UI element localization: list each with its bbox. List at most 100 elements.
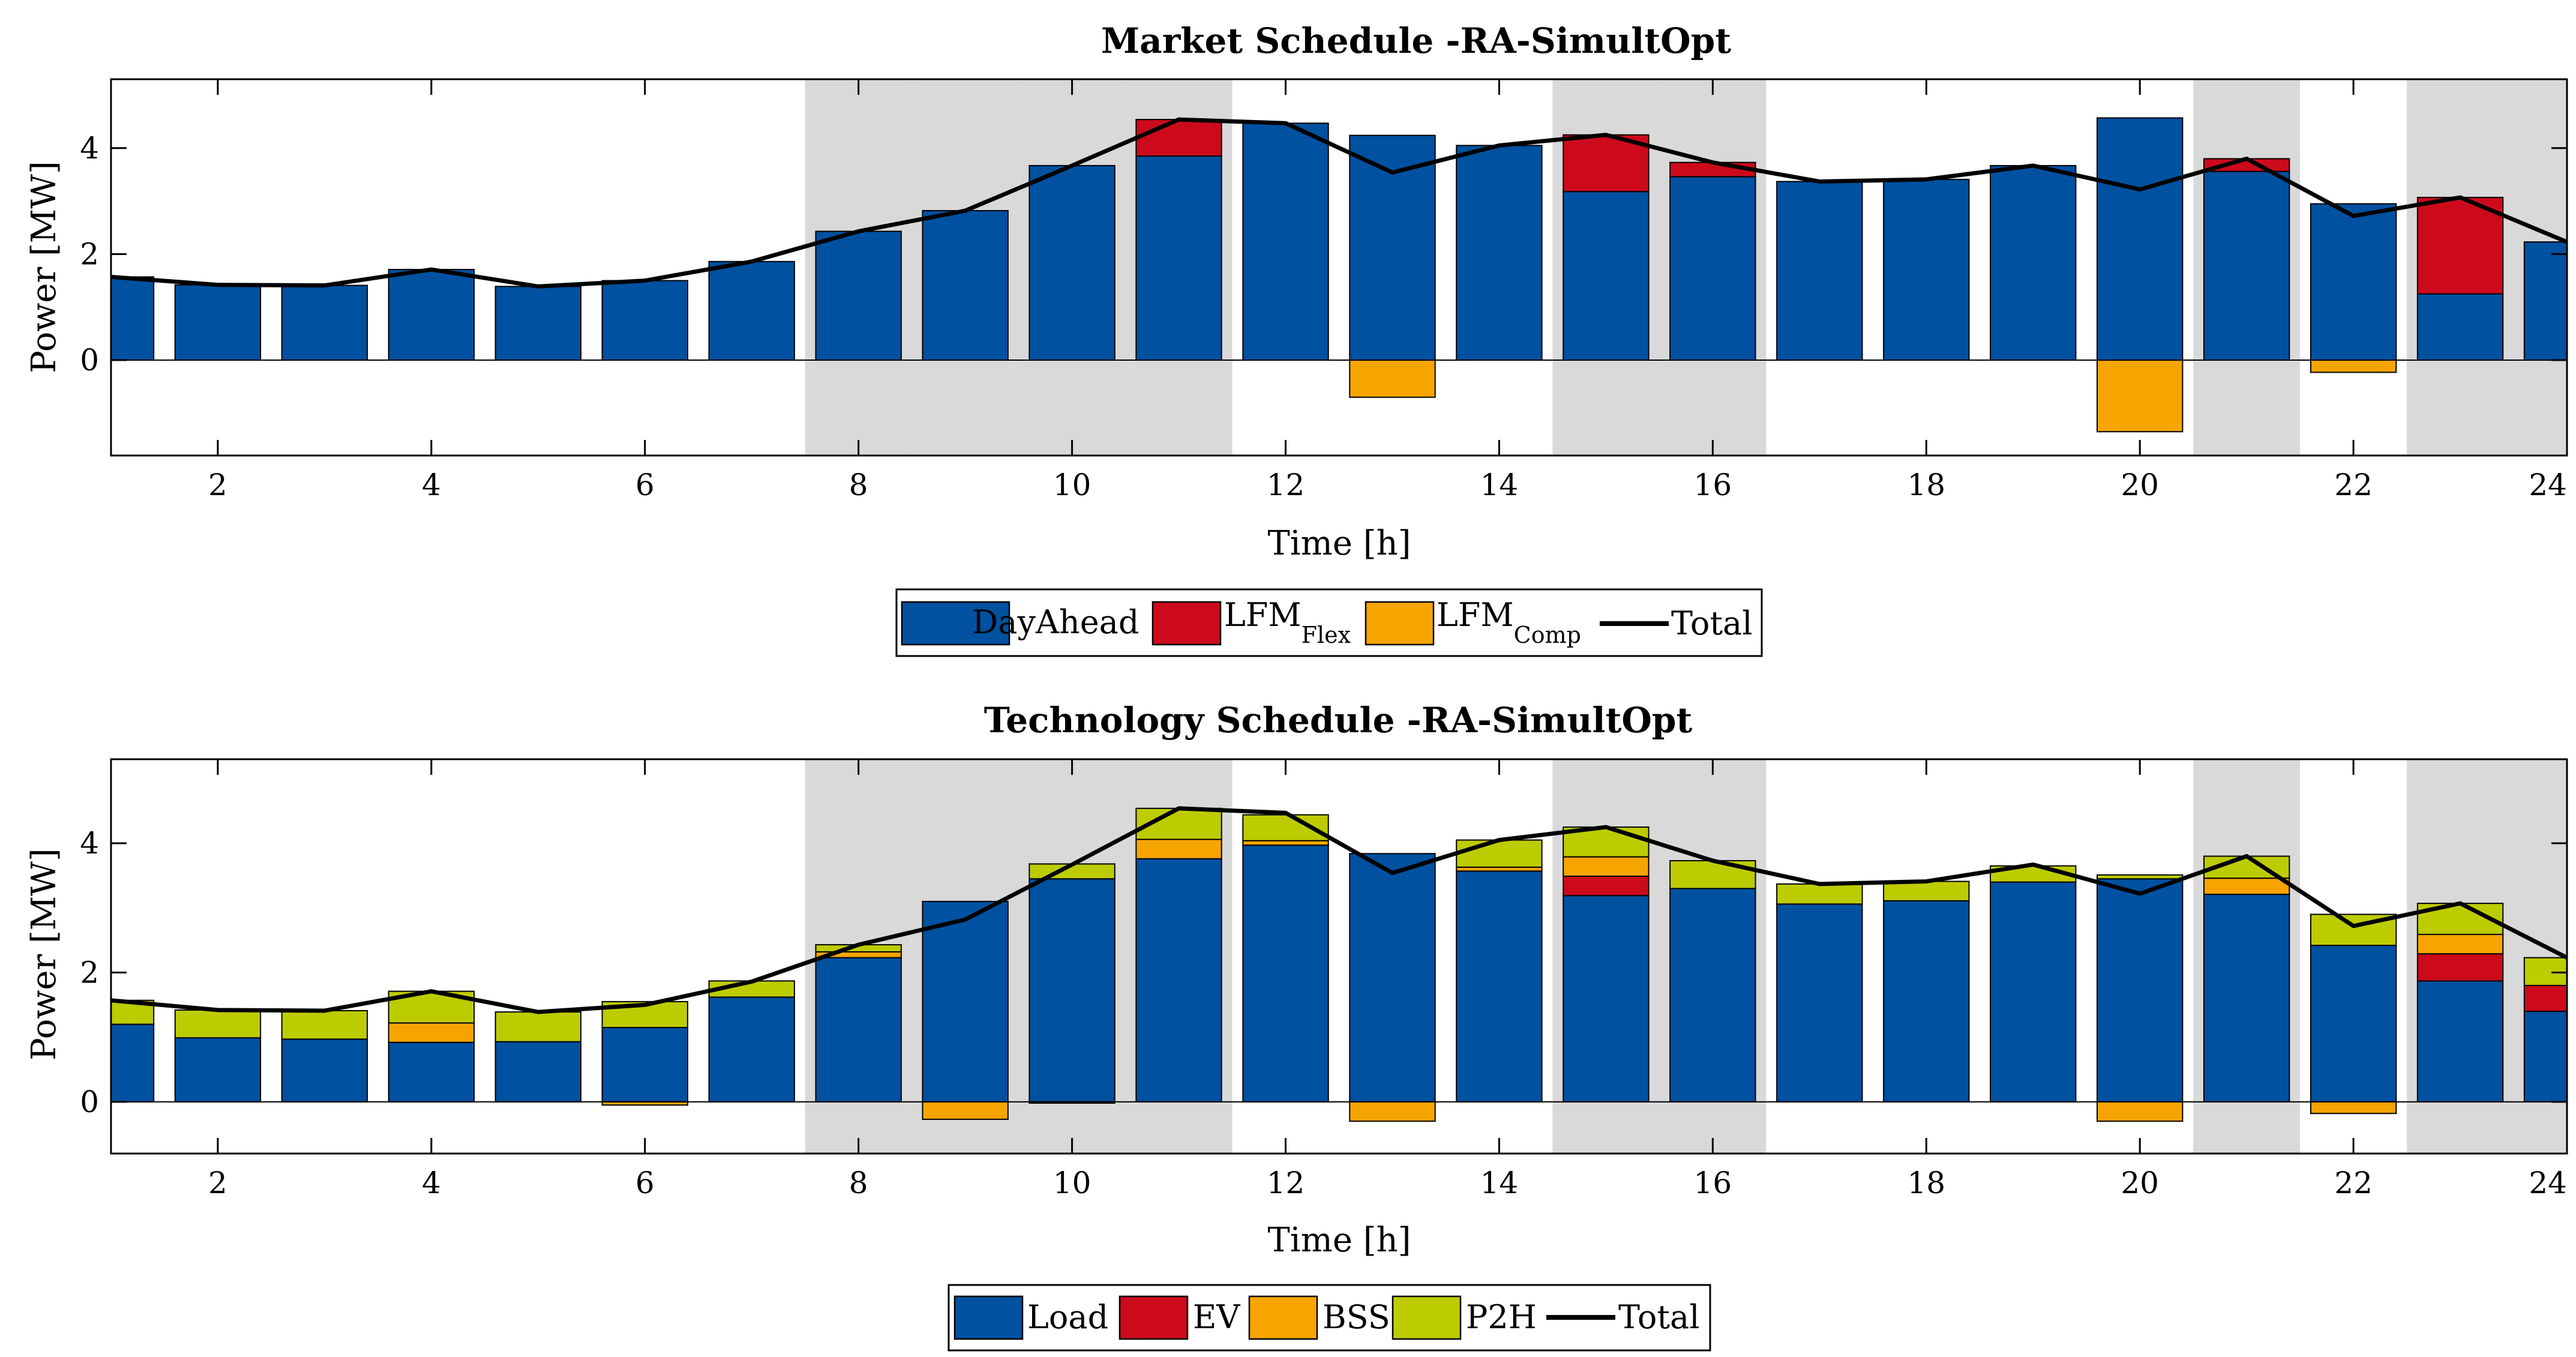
x-tick-label-22: 22	[2334, 1166, 2373, 1200]
bar-dayahead-h20	[2096, 117, 2184, 361]
bar-bss-h4	[388, 1022, 475, 1043]
legend-swatch-lfm-flex	[1151, 601, 1222, 646]
axes-box	[110, 758, 2568, 1155]
bar-load-h18	[1883, 900, 1970, 1103]
legend-swatch-p2h	[1392, 1295, 1462, 1340]
bar-bss-h21	[2203, 877, 2290, 895]
bar-dayahead-h14	[1456, 145, 1543, 361]
legend-label-total: Total	[1671, 604, 1753, 642]
legend: DayAhead LFMFlex LFMComp Total	[895, 588, 1763, 657]
bar-dayahead-h7	[708, 260, 795, 361]
market-schedule-panel: Market Schedule -RA-SimultOpt 2 4 6 8 10 12 14…	[25, 20, 2568, 657]
bar-dayahead-h24	[2523, 241, 2568, 361]
legend-label-load: Load	[1027, 1298, 1108, 1336]
bar-dayahead-h18	[1883, 178, 1970, 361]
bar-load-h11	[1135, 858, 1222, 1103]
legend-label-lfm-flex-main: LFM	[1224, 596, 1302, 634]
x-tick-label-18: 18	[1907, 1166, 1945, 1200]
bar-load-h2	[174, 1037, 262, 1103]
x-tick-label-2: 2	[208, 468, 227, 502]
x-tick-label-22: 22	[2334, 468, 2373, 502]
y-tick-label-2: 2	[80, 236, 99, 271]
bar-bss-h20	[2096, 1101, 2184, 1122]
bar-ev-h24	[2523, 984, 2568, 1012]
legend-swatch-ev	[1118, 1295, 1189, 1340]
bar-load-h3	[281, 1038, 368, 1103]
x-tick-label-12: 12	[1267, 1166, 1305, 1200]
bar-p2h-h20	[2096, 874, 2184, 880]
x-tick-label-24: 24	[2529, 1166, 2567, 1200]
bar-load-h24	[2523, 1011, 2568, 1103]
x-tick-label-10: 10	[1053, 468, 1091, 502]
bar-dayahead-h3	[281, 284, 368, 361]
x-axis-label: Time [h]	[1267, 1221, 1411, 1260]
bar-bss-h13	[1349, 1101, 1436, 1122]
bar-dayahead-h10	[1028, 164, 1115, 361]
legend-label-lfm-flex: LFMFlex	[1224, 596, 1351, 648]
y-axis-label: Power [MW]	[25, 161, 64, 373]
bar-bss-h12	[1242, 840, 1329, 846]
bar-load-h13	[1349, 853, 1436, 1103]
bar-p2h-h14	[1456, 839, 1543, 868]
legend: Load EV BSS P2H Total	[947, 1284, 1711, 1352]
y-tick-label-2: 2	[80, 955, 99, 990]
bar-load-h7	[708, 996, 795, 1103]
bar-load-h20	[2096, 878, 2184, 1103]
bar-dayahead-h12	[1242, 122, 1329, 361]
legend-label-p2h: P2H	[1466, 1298, 1537, 1336]
x-tick-label-4: 4	[422, 468, 441, 502]
bar-dayahead-h11	[1135, 155, 1222, 361]
x-tick-label-10: 10	[1053, 1166, 1091, 1200]
bar-lfm_comp-h20	[2096, 360, 2184, 433]
bar-p2h-h2	[174, 1009, 262, 1039]
bar-dayahead-h2	[174, 284, 262, 361]
bar-p2h-h3	[281, 1009, 368, 1040]
bar-load-h6	[601, 1026, 688, 1103]
legend-label-lfm-comp: LFMComp	[1437, 596, 1581, 648]
y-tick-label-0: 0	[80, 343, 99, 378]
bar-lfm_comp-h22	[2310, 360, 2397, 373]
legend-swatch-load	[953, 1295, 1024, 1340]
bar-dayahead-h23	[2416, 293, 2504, 361]
x-tick-label-18: 18	[1907, 468, 1945, 502]
bar-p2h-h16	[1669, 860, 1756, 889]
x-tick-label-2: 2	[208, 1166, 227, 1200]
bar-dayahead-h8	[815, 230, 902, 361]
bar-load-h19	[1990, 881, 2077, 1103]
y-tick-label-4: 4	[80, 131, 99, 166]
bar-bss-h22	[2310, 1101, 2397, 1115]
legend-label-dayahead: DayAhead	[972, 603, 1139, 641]
x-tick-label-16: 16	[1694, 468, 1732, 502]
chart-title: Market Schedule -RA-SimultOpt	[1101, 20, 1731, 61]
bar-load-h4	[388, 1041, 475, 1103]
bar-load-h8	[815, 957, 902, 1103]
legend-label-lfm-flex-sub: Flex	[1302, 622, 1351, 648]
legend-label-ev: EV	[1193, 1298, 1240, 1336]
bar-load-h23	[2416, 980, 2504, 1103]
bar-bss-h15	[1563, 856, 1650, 877]
bar-dayahead-h5	[494, 286, 582, 361]
bar-load-h1	[110, 1023, 155, 1103]
x-tick-label-6: 6	[635, 468, 655, 502]
bar-bss-h23	[2416, 933, 2504, 955]
x-tick-label-4: 4	[422, 1166, 441, 1200]
bar-dayahead-h9	[922, 210, 1009, 361]
bar-dayahead-h21	[2203, 170, 2290, 361]
legend-swatch-lfm-comp	[1365, 601, 1435, 646]
bar-load-h5	[494, 1041, 582, 1103]
total-line	[110, 806, 2568, 1014]
bar-load-h14	[1456, 870, 1543, 1103]
bar-load-h21	[2203, 894, 2290, 1103]
x-tick-label-8: 8	[849, 1166, 868, 1200]
legend-label-total: Total	[1618, 1298, 1700, 1336]
bar-dayahead-h1	[110, 276, 155, 361]
x-tick-label-20: 20	[2121, 1166, 2159, 1200]
x-tick-label-6: 6	[635, 1166, 655, 1200]
technology-schedule-panel: Technology Schedule -RA-SimultOpt 2 4 6 8 10…	[25, 700, 2568, 1352]
x-axis-label: Time [h]	[1267, 524, 1411, 563]
x-tick-label-8: 8	[849, 468, 868, 502]
legend-swatch-bss	[1248, 1295, 1318, 1340]
legend-swatch-dayahead	[901, 601, 1010, 646]
legend-label-lfm-comp-sub: Comp	[1514, 622, 1581, 648]
x-tick-label-12: 12	[1267, 468, 1305, 502]
